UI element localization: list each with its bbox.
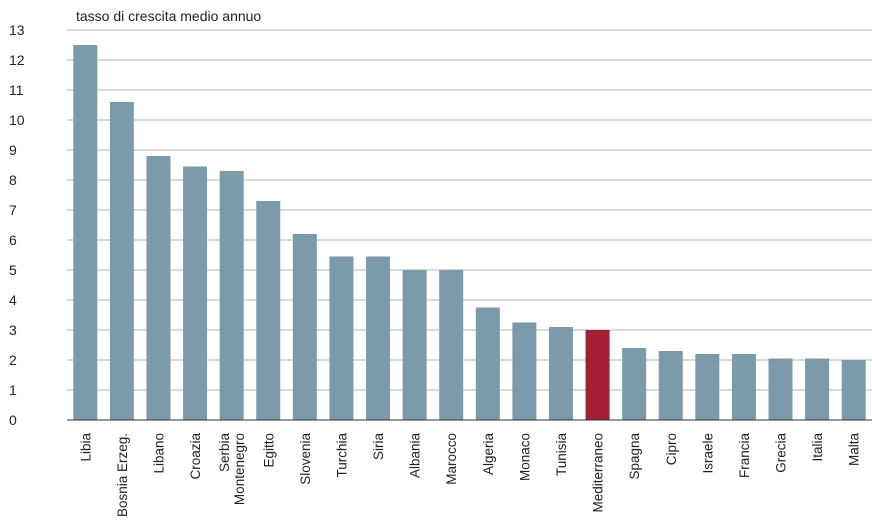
x-tick-label-line: Tunisia [554, 433, 569, 477]
x-tick-label-line: Libia [78, 433, 93, 462]
bars [73, 45, 866, 420]
bar [548, 327, 573, 420]
bar [292, 234, 317, 420]
y-tick-label: 4 [9, 292, 17, 308]
bar [329, 256, 354, 420]
y-tick-label: 0 [9, 412, 17, 428]
bar [183, 166, 208, 420]
x-tick-label-line: Marocco [444, 433, 459, 485]
y-tick-label: 7 [9, 202, 17, 218]
x-tick-label: Cipro [664, 433, 679, 465]
x-tick-label-line: Italia [810, 433, 825, 462]
x-tick-label-line: Croazia [188, 433, 203, 480]
bar [402, 270, 427, 420]
bar [841, 360, 866, 420]
x-tick-label: Slovenia [298, 433, 313, 485]
x-tick-label-line: Egitto [261, 433, 276, 468]
y-tick-label: 6 [9, 232, 17, 248]
x-tick-label-line: Israele [700, 433, 715, 474]
x-tick-label: Turchia [334, 433, 349, 478]
x-tick-label-line: Francia [737, 433, 752, 479]
x-tick-label-line: Spagna [627, 433, 642, 480]
x-tick-label-line: Slovenia [298, 433, 313, 485]
y-tick-label: 13 [9, 22, 25, 38]
bar [146, 156, 171, 420]
x-tick-label: Algeria [481, 433, 496, 476]
x-tick-label-line: Montenegro [232, 433, 247, 505]
y-tick-label: 1 [9, 382, 17, 398]
bar [731, 354, 756, 420]
bar [585, 330, 610, 420]
x-tick-label-line: Turchia [334, 433, 349, 478]
bar [805, 358, 830, 420]
y-tick-label: 3 [9, 322, 17, 338]
x-tick-label: Francia [737, 433, 752, 479]
x-tick-label: Libia [78, 433, 93, 462]
x-tick-label-line: Serbia [217, 433, 232, 473]
x-tick-label: Bosnia Erzeg. [115, 433, 130, 517]
x-tick-label: Malta [847, 433, 862, 467]
bar [658, 351, 683, 420]
x-tick-label-line: Libano [151, 433, 166, 474]
x-tick-label-line: Mediterraneo [591, 433, 606, 513]
x-axis-labels: Libia Bosnia Erzeg. Libano Croazia Serbia Mon… [78, 433, 861, 518]
x-tick-label-line: Bosnia Erzeg. [115, 433, 130, 517]
x-tick-label: Croazia [188, 433, 203, 480]
bar [109, 102, 134, 420]
x-tick-label: Marocco [444, 433, 459, 485]
y-tick-label: 11 [9, 82, 24, 98]
x-tick-label: Monaco [517, 433, 532, 481]
bar [622, 348, 647, 420]
x-tick-label-line: Cipro [664, 433, 679, 465]
x-tick-label: Grecia [774, 433, 789, 473]
bar [219, 171, 244, 420]
x-tick-label-line: Albania [408, 433, 423, 479]
bar [73, 45, 98, 420]
bar [695, 354, 720, 420]
bar [768, 358, 793, 420]
y-tick-label: 10 [9, 112, 25, 128]
x-tick-label: Israele [700, 433, 715, 474]
y-tick-label: 9 [9, 142, 17, 158]
x-tick-label: Egitto [261, 433, 276, 468]
y-tick-label: 12 [9, 52, 25, 68]
bar [475, 307, 500, 420]
y-axis-label: tasso di crescita medio annuo [76, 8, 261, 24]
x-tick-label: Albania [408, 433, 423, 479]
x-tick-label: Siria [371, 433, 386, 460]
bar [256, 201, 281, 420]
x-tick-label: Spagna [627, 433, 642, 480]
x-tick-label: Italia [810, 433, 825, 462]
bar [512, 322, 537, 420]
x-tick-label: Mediterraneo [591, 433, 606, 513]
bar [439, 270, 464, 420]
y-tick-label: 5 [9, 262, 17, 278]
x-tick-label-line: Algeria [481, 433, 496, 476]
x-tick-label-line: Malta [847, 433, 862, 467]
x-tick-label: Tunisia [554, 433, 569, 477]
x-tick-label-line: Siria [371, 433, 386, 460]
x-tick-label: Serbia Montenegro [217, 433, 247, 506]
x-tick-label-line: Grecia [774, 433, 789, 473]
x-tick-label-line: Monaco [517, 433, 532, 481]
bar [366, 256, 391, 420]
x-tick-label: Libano [151, 433, 166, 474]
y-tick-label: 8 [9, 172, 17, 188]
y-tick-label: 2 [9, 352, 17, 368]
